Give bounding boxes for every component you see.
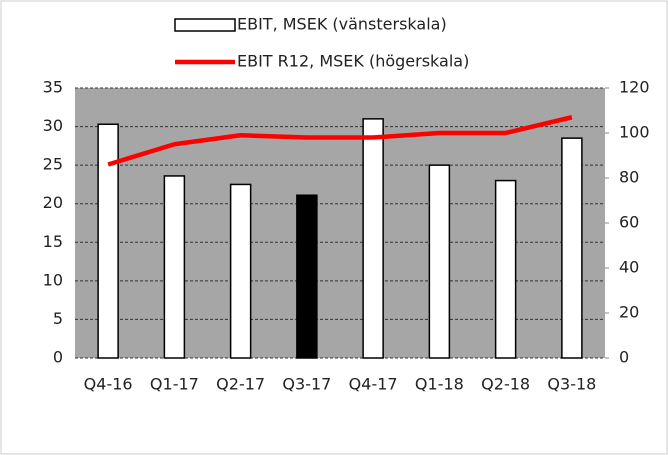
bar: [428, 164, 451, 359]
y2-tick-label: 100: [619, 123, 650, 142]
y-tick-label: 35: [43, 78, 63, 97]
y-tick-label: 0: [53, 348, 63, 367]
x-tick-label: Q2-17: [216, 375, 265, 394]
legend-swatch: [174, 18, 236, 32]
legend-label: EBIT R12, MSEK (högerskala): [237, 52, 469, 71]
bar: [296, 194, 318, 359]
x-tick-label: Q2-18: [481, 375, 530, 394]
x-tick-label: Q1-17: [150, 375, 199, 394]
x-tick-label: Q4-17: [349, 375, 398, 394]
x-tick-label: Q3-18: [547, 375, 596, 394]
y-tick-label: 10: [43, 270, 63, 289]
bar: [163, 175, 186, 359]
y2-tick-label: 20: [619, 303, 639, 322]
y-tick-label: 30: [43, 116, 63, 135]
y-tick-label: 25: [43, 155, 63, 174]
legend-label: EBIT, MSEK (vänsterskala): [237, 15, 447, 34]
plot-area: [75, 88, 605, 358]
y2-tick-label: 60: [619, 213, 639, 232]
y2-tick-label: 0: [619, 348, 629, 367]
bar: [362, 118, 384, 359]
bar: [494, 179, 517, 359]
y2-tick-label: 80: [619, 168, 639, 187]
line: [107, 115, 573, 167]
x-tick-label: Q3-17: [282, 375, 331, 394]
y-tick-label: 15: [43, 232, 63, 251]
bar: [561, 137, 583, 359]
y2-tick-label: 120: [619, 78, 650, 97]
y-tick-label: 5: [53, 309, 63, 328]
bar: [229, 183, 252, 359]
bar: [97, 123, 119, 359]
x-tick-label: Q4-16: [84, 375, 133, 394]
y-tick-label: 20: [43, 193, 63, 212]
x-tick-label: Q1-18: [415, 375, 464, 394]
y2-tick-label: 40: [619, 258, 639, 277]
